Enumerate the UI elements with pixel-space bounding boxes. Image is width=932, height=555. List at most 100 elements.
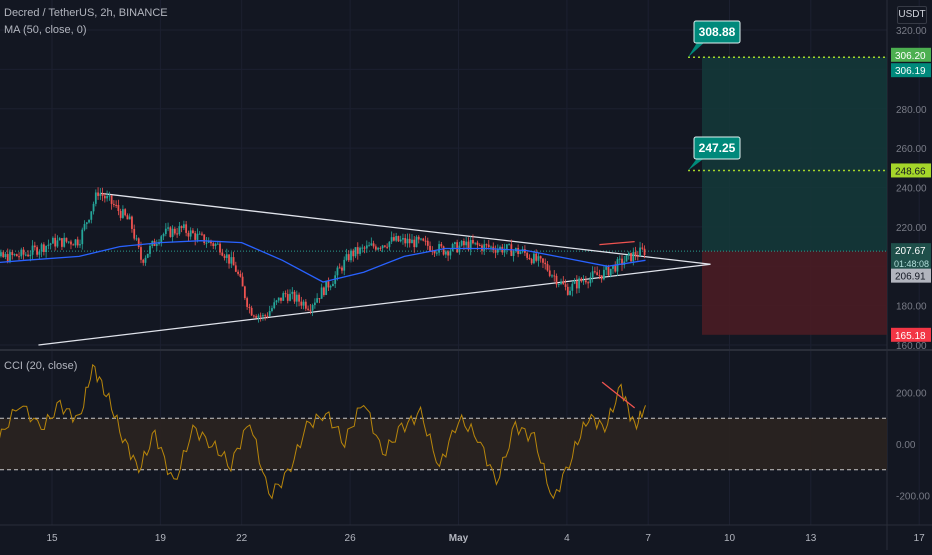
candle-body: [420, 238, 422, 240]
candle-body: [20, 249, 23, 257]
candle-body: [101, 193, 104, 196]
candle-body: [52, 237, 54, 244]
candle-body: [627, 252, 630, 256]
candle-body: [45, 245, 48, 252]
cci-band-fill: [0, 418, 887, 470]
candle-body: [169, 227, 172, 237]
candle-body: [417, 236, 420, 240]
candle-body: [6, 254, 9, 262]
candle-body: [106, 195, 109, 199]
candle-body: [273, 302, 276, 309]
candle-body: [354, 247, 357, 257]
candle-body: [167, 227, 169, 229]
entry-price-text: 207.67: [895, 246, 926, 257]
candle-body: [560, 281, 562, 284]
candle-body: [237, 271, 239, 274]
candle-body: [313, 302, 316, 306]
badge-text: 306.19: [895, 66, 926, 77]
candle-body: [79, 244, 81, 246]
candle-body: [625, 255, 628, 262]
candle-body: [277, 297, 280, 301]
candle-body: [449, 250, 452, 256]
candle-body: [636, 255, 639, 257]
candle-body: [122, 209, 124, 218]
alert-level-badge: 306.20: [891, 47, 931, 62]
callout-247: 247.25: [688, 136, 741, 171]
candle-body: [413, 239, 416, 248]
candle-body: [271, 308, 273, 312]
x-tick-label: 13: [805, 533, 817, 544]
stop-zone: [702, 251, 887, 335]
candle-body: [194, 233, 197, 240]
candle-body: [499, 246, 501, 250]
price-series: [0, 187, 646, 323]
last-close-badge: 206.91: [891, 268, 931, 283]
candle-body: [377, 247, 380, 250]
candle-body: [36, 247, 38, 255]
cci-legend: CCI (20, close): [4, 360, 78, 372]
candle-body: [343, 259, 346, 271]
candle-body: [325, 280, 328, 295]
candle-body: [618, 258, 621, 260]
x-tick-label: 19: [155, 533, 167, 544]
candle-body: [395, 236, 398, 241]
candle-body: [442, 246, 445, 255]
candle-body: [643, 248, 646, 256]
candle-body: [478, 244, 481, 246]
candle-body: [562, 281, 565, 285]
candle-body: [544, 262, 547, 265]
entry-badge: 207.67 01:48:08: [891, 243, 931, 272]
candle-body: [639, 247, 641, 257]
candle-body: [451, 243, 454, 251]
candle-body: [221, 252, 224, 256]
y-tick-label: 180.00: [896, 302, 927, 313]
candle-body: [465, 241, 468, 246]
candle-body: [205, 242, 208, 244]
candle-body: [110, 195, 113, 204]
candle-body: [42, 244, 45, 252]
candle-body: [517, 248, 520, 254]
candle-body: [176, 233, 179, 235]
candle-body: [74, 239, 77, 246]
candle-body: [210, 240, 212, 244]
triangle-pattern[interactable]: [38, 192, 711, 346]
candle-body: [27, 254, 29, 257]
symbol-legend: Decred / TetherUS, 2h, BINANCE: [4, 7, 168, 19]
long-position-tool[interactable]: 308.88 247.25: [0, 20, 887, 335]
candle-body: [447, 251, 450, 256]
candle-body: [575, 280, 578, 289]
candle-body: [214, 243, 217, 247]
candle-body: [440, 244, 443, 247]
candle-body: [189, 230, 192, 237]
candle-body: [178, 226, 181, 235]
candle-body: [472, 240, 474, 244]
candle-body: [282, 293, 285, 301]
candle-body: [603, 269, 605, 280]
candle-body: [203, 234, 206, 244]
cci-y-tick-label: 200.00: [896, 388, 927, 399]
candle-body: [598, 275, 601, 277]
mid-target-badge: 248.66: [891, 163, 931, 178]
candle-body: [584, 280, 587, 283]
x-tick-label: May: [449, 533, 469, 544]
candle-body: [435, 252, 438, 254]
candle-body: [81, 229, 84, 245]
candle-body: [404, 238, 407, 244]
divergence-line-price: [599, 240, 635, 246]
candle-body: [508, 244, 510, 246]
candle-body: [108, 195, 111, 197]
candle-body: [212, 243, 215, 247]
candle-body: [487, 244, 490, 248]
candle-body: [569, 290, 571, 295]
candle-body: [54, 237, 57, 247]
candle-body: [58, 238, 61, 241]
candle-body: [300, 301, 303, 306]
x-tick-label: 4: [564, 533, 570, 544]
badge-bg: [891, 327, 931, 342]
candle-body: [469, 240, 472, 250]
candle-body: [356, 247, 359, 254]
currency-button[interactable]: USDT: [897, 6, 927, 24]
candle-body: [539, 256, 542, 259]
